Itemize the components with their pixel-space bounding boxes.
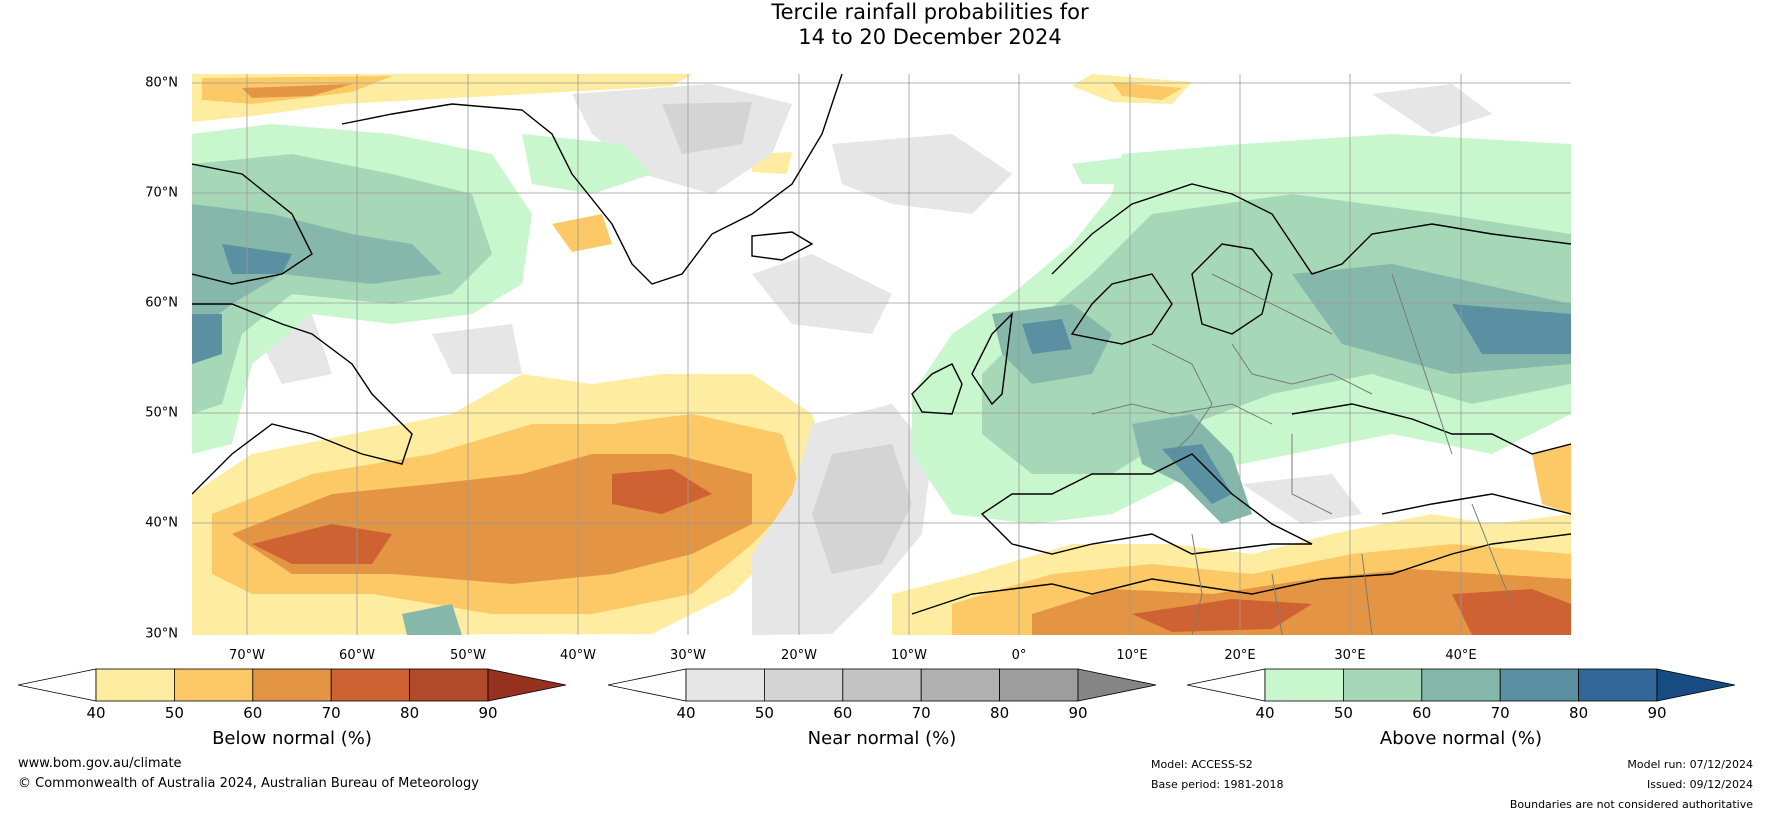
footer-copyright: © Commonwealth of Australia 2024, Austra…: [18, 776, 479, 791]
lon-label-30e: 30°E: [1334, 648, 1366, 663]
colorbar-above-normal-swatches: [1186, 668, 1736, 702]
colorbar-above-normal-tick-40: 40: [1255, 704, 1275, 722]
map-title: Tercile rainfall probabilities for 14 to…: [0, 0, 1770, 50]
footer-disclaimer: Boundaries are not considered authoritat…: [1509, 798, 1753, 811]
colorbar-below-normal-tick-80: 80: [400, 704, 420, 722]
footer-url: www.bom.gov.au/climate: [18, 756, 182, 771]
lat-label-70n: 70°N: [145, 185, 178, 201]
lon-label-60w: 60°W: [339, 648, 375, 663]
colorbar-near-normal-swatches: [607, 668, 1157, 702]
colorbar-below-normal-tick-70: 70: [321, 704, 341, 722]
lat-label-30n: 30°N: [145, 626, 178, 642]
graticule: [192, 74, 1571, 635]
colorbar-above-normal-swatch-3: [1499, 668, 1580, 702]
colorbar-below-normal-tick-90: 90: [478, 704, 498, 722]
lon-label-50w: 50°W: [450, 648, 486, 663]
lon-label-10e: 10°E: [1116, 648, 1148, 663]
colorbar-below-normal-swatch-0: [95, 668, 175, 702]
colorbar-near-normal-swatch-4: [999, 668, 1079, 702]
colorbar-below-normal-ticks: 40 50 60 70 80 90: [18, 704, 566, 724]
colorbar-above-normal-tick-60: 60: [1412, 704, 1432, 722]
lon-label-20e: 20°E: [1224, 648, 1256, 663]
lon-label-40e: 40°E: [1445, 648, 1477, 663]
near-normal-regions: [252, 84, 1492, 635]
colorbar-near-normal-extend-low: [607, 668, 687, 702]
colorbar-below-normal: 40 50 60 70 80 90 Below normal (%): [17, 668, 567, 749]
colorbar-near-normal: 40 50 60 70 80 90 Near normal (%): [607, 668, 1157, 749]
above-normal-regions: [192, 124, 1571, 635]
colorbar-near-normal-label: Near normal (%): [807, 728, 957, 749]
colorbar-near-normal-tick-90: 90: [1068, 704, 1088, 722]
lat-label-40n: 40°N: [145, 515, 178, 531]
below-normal-regions: [192, 74, 1571, 635]
colorbar-above-normal-tick-90: 90: [1647, 704, 1667, 722]
coastlines: [192, 74, 1571, 615]
rainfall-probability-map: [192, 74, 1571, 635]
colorbar-near-normal-ticks: 40 50 60 70 80 90: [608, 704, 1156, 724]
footer-model: Model: ACCESS-S2: [1151, 758, 1253, 771]
colorbar-below-normal-extend-low: [17, 668, 97, 702]
colorbar-near-normal-swatch-2: [842, 668, 922, 702]
colorbar-above-normal-label: Above normal (%): [1379, 728, 1543, 749]
colorbar-above-normal-swatch-4: [1578, 668, 1658, 702]
colorbar-above-normal-swatch-2: [1421, 668, 1501, 702]
footer-base-period: Base period: 1981-2018: [1151, 778, 1284, 791]
lat-label-60n: 60°N: [145, 295, 178, 311]
colorbar-near-normal-tick-80: 80: [990, 704, 1010, 722]
lon-label-0: 0°: [1011, 648, 1027, 663]
colorbar-below-normal-tick-60: 60: [243, 704, 263, 722]
lon-label-20w: 20°W: [781, 648, 817, 663]
colorbar-below-normal-tick-40: 40: [86, 704, 106, 722]
colorbar-below-normal-label: Below normal (%): [212, 728, 372, 749]
colorbar-below-normal-tick-50: 50: [164, 704, 184, 722]
lon-label-70w: 70°W: [229, 648, 265, 663]
colorbar-below-normal-swatches: [17, 668, 567, 702]
colorbar-above-normal-ticks: 40 50 60 70 80 90: [1187, 704, 1735, 724]
colorbar-above-normal-extend-high: [1656, 668, 1736, 702]
colorbar-above-normal-extend-low: [1186, 668, 1266, 702]
colorbar-above-normal-swatch-1: [1342, 668, 1423, 702]
colorbar-above-normal-swatch-0: [1264, 668, 1344, 702]
country-borders: [1091, 273, 1513, 635]
footer-issued: Issued: 09/12/2024: [1646, 778, 1753, 791]
colorbar-above-normal-tick-50: 50: [1333, 704, 1353, 722]
colorbar-near-normal-tick-40: 40: [676, 704, 696, 722]
colorbar-near-normal-swatch-3: [920, 668, 1001, 702]
colorbar-above-normal-tick-80: 80: [1569, 704, 1589, 722]
colorbar-above-normal-tick-70: 70: [1490, 704, 1510, 722]
colorbar-below-normal-swatch-4: [409, 668, 489, 702]
colorbar-near-normal-swatch-1: [763, 668, 844, 702]
lon-label-30w: 30°W: [670, 648, 706, 663]
colorbar-below-normal-swatch-2: [252, 668, 332, 702]
title-line-1: Tercile rainfall probabilities for: [771, 0, 1089, 24]
title-line-2: 14 to 20 December 2024: [798, 25, 1062, 49]
lat-label-80n: 80°N: [145, 75, 178, 91]
colorbar-near-normal-swatch-0: [685, 668, 765, 702]
colorbar-above-normal: 40 50 60 70 80 90 Above normal (%): [1186, 668, 1736, 749]
lat-label-50n: 50°N: [145, 405, 178, 421]
colorbar-near-normal-extend-high: [1077, 668, 1157, 702]
lon-label-40w: 40°W: [560, 648, 596, 663]
colorbar-below-normal-swatch-1: [173, 668, 254, 702]
footer-model-run: Model run: 07/12/2024: [1627, 758, 1753, 771]
colorbar-below-normal-extend-high: [487, 668, 567, 702]
colorbar-near-normal-tick-70: 70: [911, 704, 931, 722]
colorbar-near-normal-tick-60: 60: [833, 704, 853, 722]
colorbar-near-normal-tick-50: 50: [754, 704, 774, 722]
lon-label-10w: 10°W: [891, 648, 927, 663]
colorbar-below-normal-swatch-3: [330, 668, 411, 702]
